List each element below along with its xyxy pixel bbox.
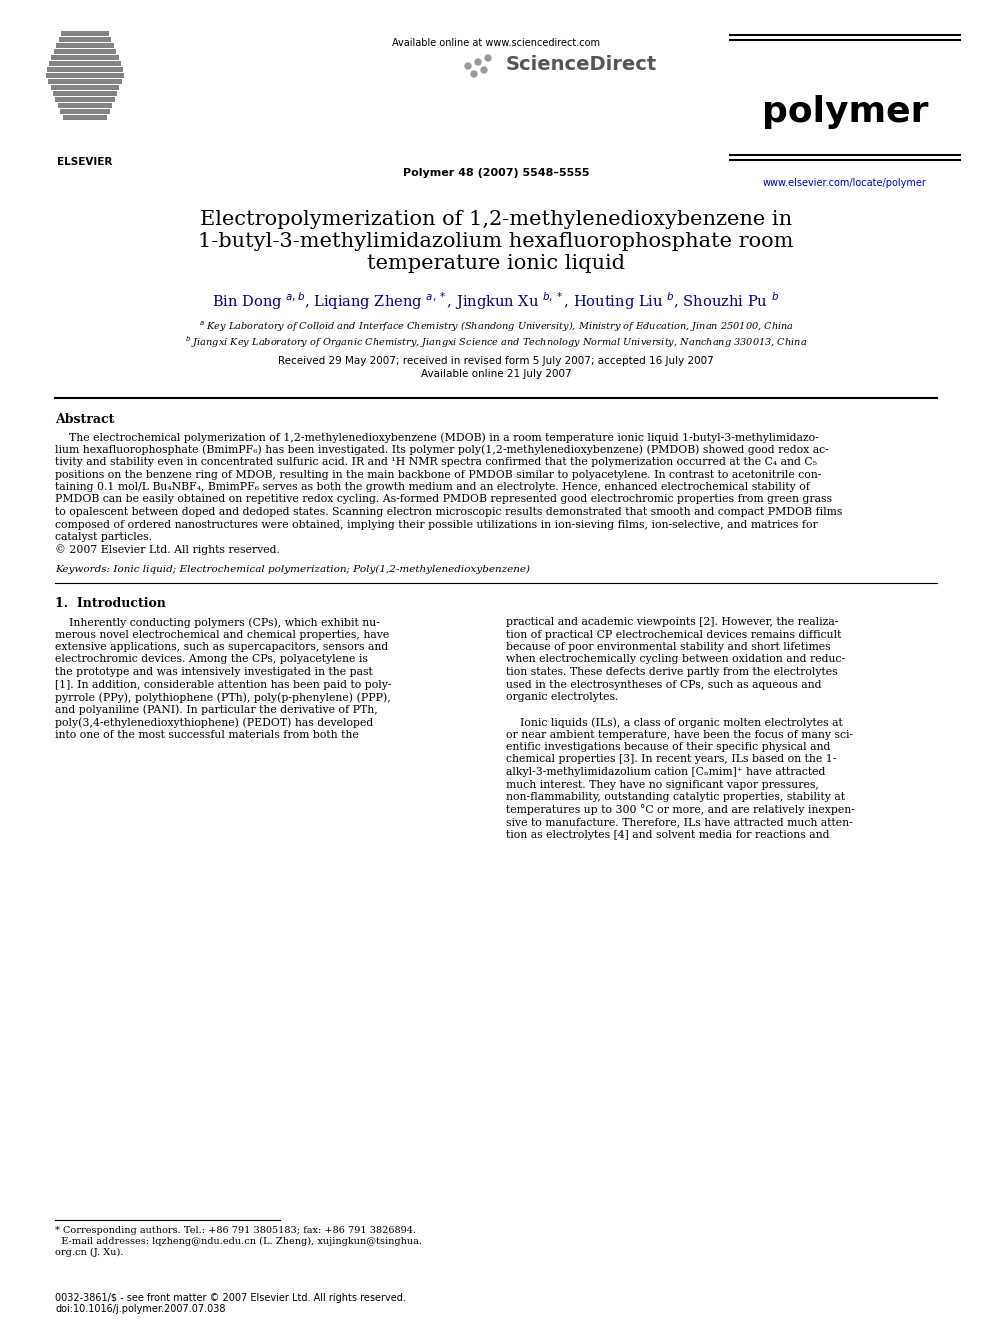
Text: practical and academic viewpoints [2]. However, the realiza-: practical and academic viewpoints [2]. H… [506, 617, 838, 627]
Bar [62, 115, 107, 119]
Text: when electrochemically cycling between oxidation and reduc-: when electrochemically cycling between o… [506, 655, 845, 664]
Text: 1.  Introduction: 1. Introduction [55, 597, 166, 610]
Text: Abstract: Abstract [55, 413, 114, 426]
Bar [49, 61, 121, 66]
Text: extensive applications, such as supercapacitors, sensors and: extensive applications, such as supercap… [55, 642, 388, 652]
Text: catalyst particles.: catalyst particles. [55, 532, 152, 542]
Circle shape [485, 56, 491, 61]
Text: org.cn (J. Xu).: org.cn (J. Xu). [55, 1248, 123, 1257]
Bar [46, 73, 124, 78]
Circle shape [465, 64, 471, 69]
Text: alkyl-3-methylimidazolium cation [Cₙmim]⁺ have attracted: alkyl-3-methylimidazolium cation [Cₙmim]… [506, 767, 825, 777]
Text: Keywords: Ionic liquid; Electrochemical polymerization; Poly(1,2-methylenedioxyb: Keywords: Ionic liquid; Electrochemical … [55, 565, 530, 574]
Text: $^{a}$ Key Laboratory of Colloid and Interface Chemistry (Shandong University), : $^{a}$ Key Laboratory of Colloid and Int… [198, 320, 794, 335]
Bar [61, 30, 109, 36]
Text: used in the electrosyntheses of CPs, such as aqueous and: used in the electrosyntheses of CPs, suc… [506, 680, 821, 689]
Text: organic electrolytes.: organic electrolytes. [506, 692, 618, 703]
Text: ScienceDirect: ScienceDirect [506, 54, 658, 74]
Text: PMDOB can be easily obtained on repetitive redox cycling. As-formed PMDOB repres: PMDOB can be easily obtained on repetiti… [55, 495, 832, 504]
Bar [59, 37, 111, 41]
Text: Inherently conducting polymers (CPs), which exhibit nu-: Inherently conducting polymers (CPs), wh… [55, 617, 380, 627]
Text: entific investigations because of their specific physical and: entific investigations because of their … [506, 742, 830, 751]
Text: poly(3,4-ethylenedioxythiophene) (PEDOT) has developed: poly(3,4-ethylenedioxythiophene) (PEDOT)… [55, 717, 373, 728]
Text: Ionic liquids (ILs), a class of organic molten electrolytes at: Ionic liquids (ILs), a class of organic … [506, 717, 843, 728]
Bar [54, 49, 116, 53]
Text: tion states. These defects derive partly from the electrolytes: tion states. These defects derive partly… [506, 667, 837, 677]
Text: chemical properties [3]. In recent years, ILs based on the 1-: chemical properties [3]. In recent years… [506, 754, 836, 765]
Text: 1-butyl-3-methylimidazolium hexafluorophosphate room: 1-butyl-3-methylimidazolium hexafluoroph… [198, 232, 794, 251]
Text: * Corresponding authors. Tel.: +86 791 3805183; fax: +86 791 3826894.: * Corresponding authors. Tel.: +86 791 3… [55, 1226, 416, 1234]
Text: [1]. In addition, considerable attention has been paid to poly-: [1]. In addition, considerable attention… [55, 680, 392, 689]
Bar [61, 108, 110, 114]
Bar [58, 102, 112, 107]
Text: Polymer 48 (2007) 5548–5555: Polymer 48 (2007) 5548–5555 [403, 168, 589, 179]
Text: temperature ionic liquid: temperature ionic liquid [367, 254, 625, 273]
Text: doi:10.1016/j.polymer.2007.07.038: doi:10.1016/j.polymer.2007.07.038 [55, 1304, 225, 1314]
Bar [49, 78, 122, 83]
Text: lium hexafluorophosphate (BmimPF₆) has been investigated. Its polymer poly(1,2-m: lium hexafluorophosphate (BmimPF₆) has b… [55, 445, 828, 455]
Text: and polyaniline (PANI). In particular the derivative of PTh,: and polyaniline (PANI). In particular th… [55, 705, 378, 714]
Circle shape [475, 60, 481, 65]
Text: Received 29 May 2007; received in revised form 5 July 2007; accepted 16 July 200: Received 29 May 2007; received in revise… [278, 356, 714, 366]
Text: Available online 21 July 2007: Available online 21 July 2007 [421, 369, 571, 378]
Text: www.elsevier.com/locate/polymer: www.elsevier.com/locate/polymer [763, 179, 927, 188]
Text: sive to manufacture. Therefore, ILs have attracted much atten-: sive to manufacture. Therefore, ILs have… [506, 818, 853, 827]
Text: The electrochemical polymerization of 1,2-methylenedioxybenzene (MDOB) in a room: The electrochemical polymerization of 1,… [55, 433, 818, 443]
Bar [47, 66, 123, 71]
Text: or near ambient temperature, have been the focus of many sci-: or near ambient temperature, have been t… [506, 729, 853, 740]
Text: E-mail addresses: lqzheng@ndu.edu.cn (L. Zheng), xujingkun@tsinghua.: E-mail addresses: lqzheng@ndu.edu.cn (L.… [55, 1237, 422, 1246]
Bar [57, 42, 114, 48]
Text: Available online at www.sciencedirect.com: Available online at www.sciencedirect.co… [392, 38, 600, 48]
Text: tion as electrolytes [4] and solvent media for reactions and: tion as electrolytes [4] and solvent med… [506, 830, 829, 840]
Bar [56, 97, 115, 102]
Bar [51, 85, 119, 90]
Text: taining 0.1 mol/L Bu₄NBF₄, BmimPF₆ serves as both the growth medium and an elect: taining 0.1 mol/L Bu₄NBF₄, BmimPF₆ serve… [55, 482, 809, 492]
Text: ELSEVIER: ELSEVIER [58, 157, 113, 167]
Text: electrochromic devices. Among the CPs, polyacetylene is: electrochromic devices. Among the CPs, p… [55, 655, 368, 664]
Text: because of poor environmental stability and short lifetimes: because of poor environmental stability … [506, 642, 830, 652]
Bar [53, 90, 117, 95]
Text: merous novel electrochemical and chemical properties, have: merous novel electrochemical and chemica… [55, 630, 389, 639]
Text: Bin Dong $^{a,b}$, Liqiang Zheng $^{a,*}$, Jingkun Xu $^{b,*}$, Houting Liu $^{b: Bin Dong $^{a,b}$, Liqiang Zheng $^{a,*}… [212, 290, 780, 312]
Bar [52, 54, 119, 60]
Text: much interest. They have no significant vapor pressures,: much interest. They have no significant … [506, 779, 818, 790]
Circle shape [481, 67, 487, 73]
Text: temperatures up to 300 °C or more, and are relatively inexpen-: temperatures up to 300 °C or more, and a… [506, 804, 855, 815]
Text: to opalescent between doped and dedoped states. Scanning electron microscopic re: to opalescent between doped and dedoped … [55, 507, 842, 517]
Text: composed of ordered nanostructures were obtained, implying their possible utiliz: composed of ordered nanostructures were … [55, 520, 817, 529]
Text: positions on the benzene ring of MDOB, resulting in the main backbone of PMDOB s: positions on the benzene ring of MDOB, r… [55, 470, 821, 479]
Text: polymer: polymer [762, 95, 929, 130]
Text: $^{b}$ Jiangxi Key Laboratory of Organic Chemistry, Jiangxi Science and Technolo: $^{b}$ Jiangxi Key Laboratory of Organic… [185, 333, 807, 349]
Text: Electropolymerization of 1,2-methylenedioxybenzene in: Electropolymerization of 1,2-methylenedi… [200, 210, 792, 229]
Text: © 2007 Elsevier Ltd. All rights reserved.: © 2007 Elsevier Ltd. All rights reserved… [55, 545, 280, 556]
Text: into one of the most successful materials from both the: into one of the most successful material… [55, 729, 359, 740]
Text: tivity and stability even in concentrated sulfuric acid. IR and ¹H NMR spectra c: tivity and stability even in concentrate… [55, 456, 817, 467]
Text: 0032-3861/$ - see front matter © 2007 Elsevier Ltd. All rights reserved.: 0032-3861/$ - see front matter © 2007 El… [55, 1293, 406, 1303]
Text: the prototype and was intensively investigated in the past: the prototype and was intensively invest… [55, 667, 373, 677]
Text: non-flammability, outstanding catalytic properties, stability at: non-flammability, outstanding catalytic … [506, 792, 845, 802]
Text: pyrrole (PPy), polythiophene (PTh), poly(p-phenylene) (PPP),: pyrrole (PPy), polythiophene (PTh), poly… [55, 692, 391, 703]
Circle shape [471, 71, 477, 77]
Text: tion of practical CP electrochemical devices remains difficult: tion of practical CP electrochemical dev… [506, 630, 841, 639]
